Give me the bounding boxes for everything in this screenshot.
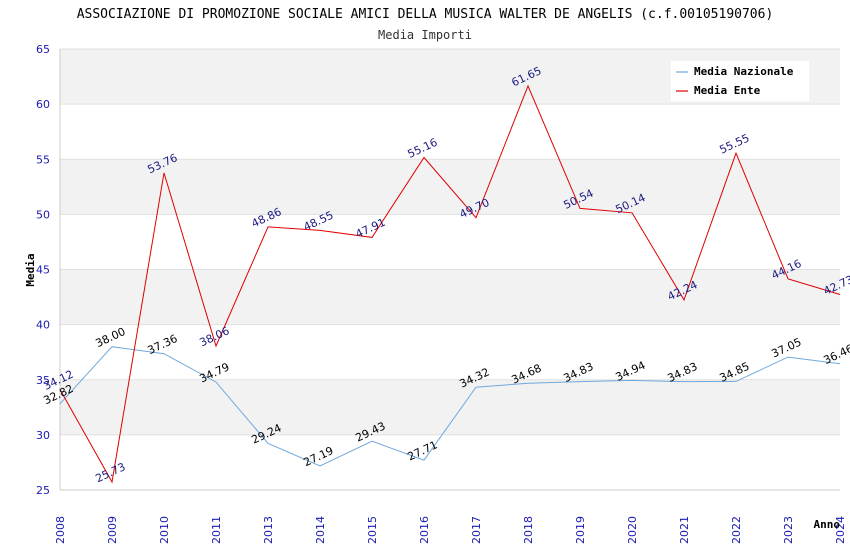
plot-band <box>60 214 840 270</box>
plot-background <box>60 49 840 490</box>
legend-box <box>669 59 811 103</box>
series-line-media-nazionale <box>59 346 841 467</box>
x-tick-label: 2023 <box>782 516 795 544</box>
series-lines <box>59 84 841 484</box>
x-tick-label: 2024 <box>834 516 847 544</box>
y-tick-label: 60 <box>36 98 50 111</box>
x-tick-label: 2020 <box>626 516 639 544</box>
y-tick-label: 55 <box>36 153 50 166</box>
x-tick-label: 2022 <box>730 516 743 544</box>
x-tick-label: 2013 <box>262 516 275 544</box>
y-tick-label: 40 <box>36 319 50 332</box>
x-tick-label: 2017 <box>470 516 483 544</box>
x-axis-ticks: 2008 2009 2010 2011 2013 2014 2015 2016 2017 2018… <box>54 516 847 544</box>
y-tick-label: 25 <box>36 484 50 497</box>
y-tick-label: 35 <box>36 374 50 387</box>
x-tick-label: 2010 <box>158 516 171 544</box>
x-tick-label: 2011 <box>210 516 223 544</box>
legend: Media Nazionale Media Ente <box>669 59 811 103</box>
x-tick-label: 2019 <box>574 516 587 544</box>
chart-title: ASSOCIAZIONE DI PROMOZIONE SOCIALE AMICI… <box>77 7 774 22</box>
x-axis-label: Anno <box>814 518 841 531</box>
y-tick-label: 45 <box>36 264 50 277</box>
grid-lines <box>59 48 840 491</box>
x-tick-label: 2014 <box>314 516 327 544</box>
plot-band <box>60 159 840 215</box>
legend-label-media-nazionale: Media Nazionale <box>694 65 794 78</box>
y-tick-label: 65 <box>36 43 50 56</box>
y-axis-label: Media <box>24 253 37 286</box>
plot-band <box>60 379 840 435</box>
x-tick-label: 2021 <box>678 516 691 544</box>
x-tick-label: 2016 <box>418 516 431 544</box>
y-tick-label: 50 <box>36 208 50 221</box>
x-tick-label: 2008 <box>54 516 67 544</box>
y-axis-ticks: 25 30 35 40 45 50 55 60 65 <box>36 43 50 497</box>
x-tick-label: 2018 <box>522 516 535 544</box>
plot-band <box>60 434 840 490</box>
y-tick-label: 30 <box>36 429 50 442</box>
plot-band <box>60 324 840 380</box>
x-tick-label: 2009 <box>106 516 119 544</box>
chart-subtitle: Media Importi <box>378 28 472 42</box>
plot-band <box>60 269 840 325</box>
series-line-media-ente <box>59 84 841 484</box>
plot-band <box>60 104 840 160</box>
legend-label-media-ente: Media Ente <box>694 84 761 97</box>
x-tick-label: 2015 <box>366 516 379 544</box>
